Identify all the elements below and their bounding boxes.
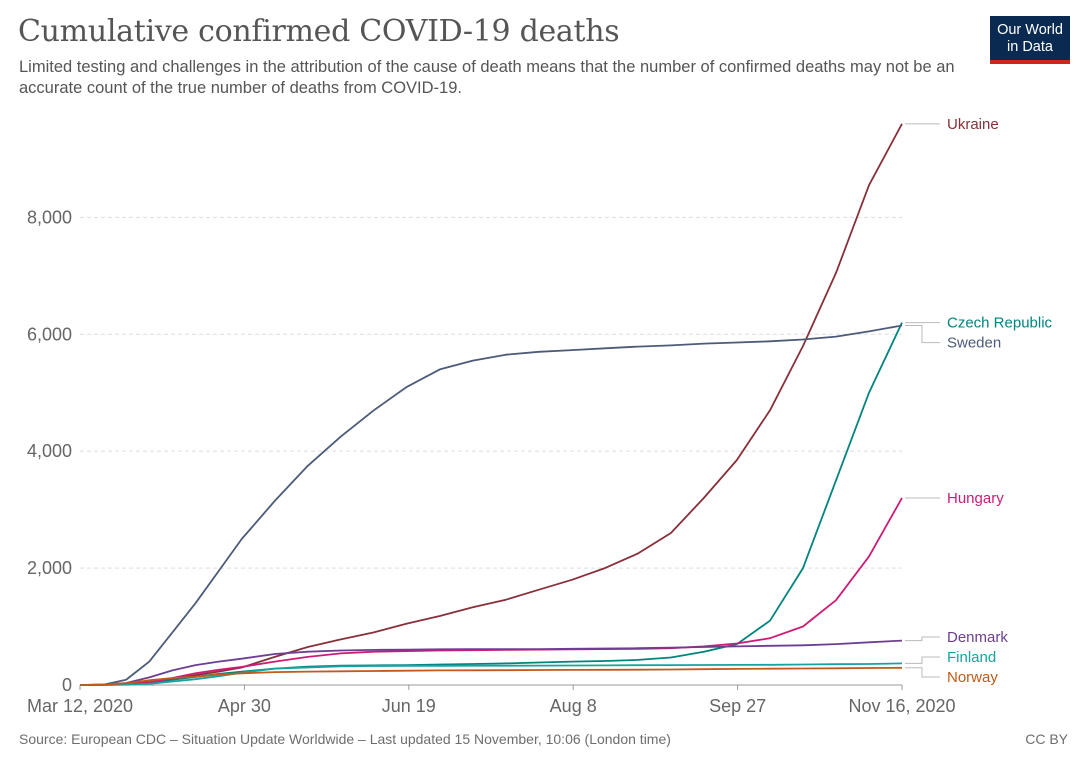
gridlines bbox=[80, 216, 902, 686]
source-note[interactable]: Source: European CDC – Situation Update … bbox=[19, 731, 671, 747]
y-axis-ticks: 0 2,000 4,000 6,000 8,000 bbox=[27, 207, 72, 695]
y-tick-label: 6,000 bbox=[27, 324, 72, 344]
series-line-sweden[interactable] bbox=[79, 324, 903, 686]
y-tick-label: 2,000 bbox=[27, 558, 72, 578]
series-labels: Ukraine Czech Republic Sweden Hungary Denmar… bbox=[905, 116, 1053, 686]
chart-subtitle: Limited testing and challenges in the at… bbox=[19, 58, 955, 97]
x-axis-ticks: Mar 12, 2020 Apr 30 Jun 19 Aug 8 Sep 27 Nov 1… bbox=[27, 685, 956, 716]
series-label-finland[interactable]: Finland bbox=[947, 649, 996, 666]
x-tick-label: Jun 19 bbox=[382, 696, 436, 716]
x-tick-label: Apr 30 bbox=[218, 696, 271, 716]
series-line-norway[interactable] bbox=[79, 666, 903, 686]
label-connector bbox=[905, 636, 940, 642]
logo-line-1: Our World bbox=[997, 22, 1063, 38]
chart-title: Cumulative confirmed COVID-19 deaths bbox=[18, 14, 620, 49]
series-label-czech-republic[interactable]: Czech Republic bbox=[947, 315, 1053, 332]
y-tick-label: 8,000 bbox=[27, 207, 72, 227]
owid-logo[interactable]: Our World in Data bbox=[990, 16, 1070, 64]
series-line-czech-republic[interactable] bbox=[80, 322, 903, 686]
x-tick-label: Nov 16, 2020 bbox=[848, 696, 955, 716]
series-line-hungary[interactable] bbox=[79, 497, 903, 686]
series-label-sweden[interactable]: Sweden bbox=[947, 335, 1001, 352]
series-lines bbox=[79, 123, 903, 686]
series-label-norway[interactable]: Norway bbox=[947, 669, 998, 686]
series-label-denmark[interactable]: Denmark bbox=[947, 629, 1008, 646]
x-tick-label: Sep 27 bbox=[709, 696, 766, 716]
x-tick-label: Aug 8 bbox=[550, 696, 597, 716]
series-label-ukraine[interactable]: Ukraine bbox=[947, 116, 999, 133]
series-line-finland[interactable] bbox=[80, 662, 903, 686]
y-tick-label: 0 bbox=[62, 675, 72, 695]
y-tick-label: 4,000 bbox=[27, 441, 72, 461]
license-link[interactable]: CC BY bbox=[1025, 731, 1068, 747]
logo-line-2: in Data bbox=[1007, 39, 1053, 55]
label-connector bbox=[905, 656, 940, 664]
x-tick-label: Mar 12, 2020 bbox=[27, 696, 133, 716]
series-line-denmark[interactable] bbox=[79, 639, 903, 686]
series-label-hungary[interactable]: Hungary bbox=[947, 490, 1004, 507]
label-connector bbox=[905, 667, 940, 678]
series-line-ukraine[interactable] bbox=[79, 123, 903, 686]
label-connector bbox=[905, 325, 940, 344]
